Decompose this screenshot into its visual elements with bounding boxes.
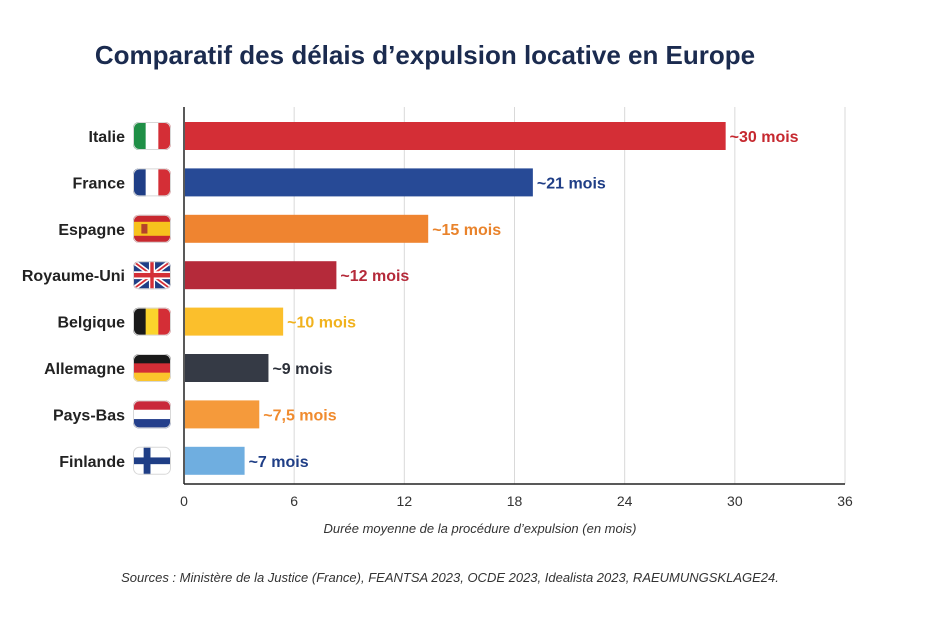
bars [185,122,726,475]
bar [185,122,726,150]
category-label: Finlande [59,454,125,471]
data-label: ~30 mois [730,129,799,146]
bar [185,446,245,475]
x-tick-label: 18 [507,493,523,509]
flag-belgium-icon [133,307,171,336]
x-tick-label: 30 [727,493,743,509]
bar [185,354,269,382]
gridlines [293,107,846,484]
category-label: Belgique [57,315,125,332]
bar [185,307,284,336]
data-label: ~15 mois [432,222,501,239]
data-label: ~10 mois [287,315,356,332]
chart-title: Comparatif des délais d’expulsion locati… [94,40,756,70]
flag-france-icon [133,168,171,197]
x-tick-label: 24 [617,493,633,509]
flag-germany-icon [133,354,171,382]
flag-finland-icon [133,446,171,475]
flag-spain-icon [133,214,171,243]
flag-uk-icon [133,261,171,290]
x-tick-label: 36 [837,493,853,509]
category-label: Espagne [58,222,125,239]
flags [133,122,171,475]
data-label: ~21 mois [537,175,606,192]
bar [185,168,533,197]
data-label: ~12 mois [340,268,409,285]
category-label: France [73,175,126,192]
x-axis-title: Durée moyenne de la procédure d’expulsio… [324,521,637,536]
data-label: ~9 mois [272,361,332,378]
category-label: Pays-Bas [53,407,125,424]
category-label: Allemagne [44,361,125,378]
bar [185,214,429,243]
category-label: Italie [89,129,126,146]
x-tick-label: 12 [397,493,413,509]
bar [185,400,260,429]
data-label: ~7 mois [249,454,309,471]
labels: ~30 mois Italie ~21 mois France ~15 mois Espa… [22,129,799,471]
flag-netherlands-icon [133,400,171,429]
bar [185,261,337,290]
x-tick-label: 6 [290,493,298,509]
flag-italy-icon [133,122,171,150]
axes: 0 6 12 18 24 30 36 [180,107,853,509]
data-label: ~7,5 mois [263,407,336,424]
x-tick-label: 0 [180,493,188,509]
sources-note: Sources : Ministère de la Justice (Franc… [121,570,779,585]
category-label: Royaume-Uni [22,268,125,285]
